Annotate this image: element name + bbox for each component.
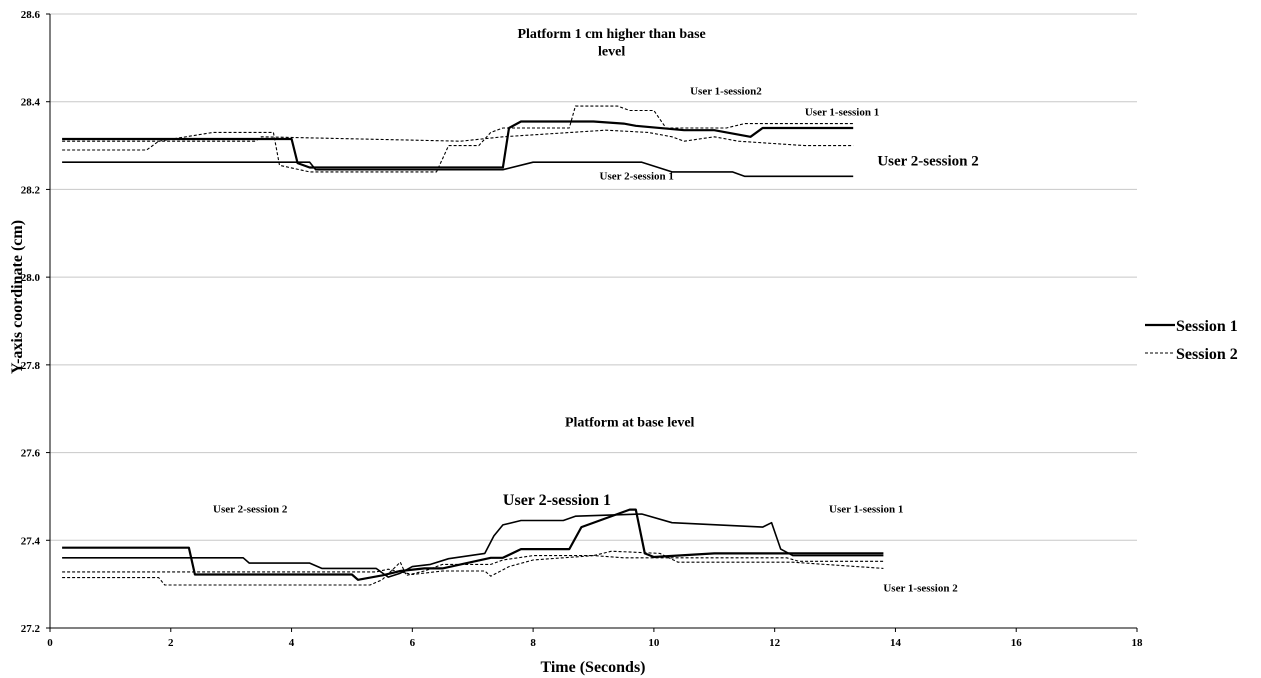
legend: Session 1 Session 2: [1145, 318, 1238, 363]
annotation-label: User 2-session 1: [600, 170, 674, 182]
x-tick-label: 0: [47, 637, 53, 649]
axes: [49, 14, 1137, 629]
series-line-session-1: [62, 513, 884, 578]
annotation-label: level: [598, 45, 625, 60]
legend-item-session-2: Session 2: [1145, 346, 1238, 363]
series-line-session-1: [62, 120, 854, 169]
x-tick-label: 10: [648, 637, 660, 649]
y-tick-label: 27.4: [21, 535, 41, 547]
annotation-label: User 1-session 2: [883, 583, 958, 595]
x-tick-label: 8: [530, 637, 536, 649]
legend-item-session-1: Session 1: [1145, 318, 1238, 335]
x-tick-label: 6: [410, 637, 416, 649]
x-axis-title: Time (Seconds): [540, 659, 645, 676]
y-tick-label: 28.6: [21, 9, 41, 21]
y-tick-label: 27.8: [21, 360, 41, 372]
x-tick-label: 16: [1011, 637, 1023, 649]
annotation-label: User 2-session 2: [213, 504, 288, 516]
x-tick-label: 2: [168, 637, 174, 649]
x-tick-label: 4: [289, 637, 295, 649]
annotation-label: User 1-session 1: [829, 504, 903, 516]
x-tick-label: 14: [890, 637, 902, 649]
y-ticks: 27.2 27.4 27.6 27.8 28.0 28.2 28.4 28.6: [21, 9, 50, 635]
x-ticks: 0 2 4 6 8 10 12 14 16 18: [47, 628, 1143, 649]
x-tick-label: 18: [1132, 637, 1144, 649]
series-layer: [62, 105, 884, 586]
series-line-session-2: [62, 555, 884, 577]
series-line-session-2: [62, 129, 854, 147]
y-axis-title: Y-axis coordinate (cm): [9, 220, 26, 374]
y-tick-label: 28.2: [21, 184, 41, 196]
annotation-layer: Platform 1 cm higher than base level User …: [213, 27, 979, 594]
y-tick-label: 28.0: [21, 272, 41, 284]
annotation-label: Platform 1 cm higher than base: [517, 27, 705, 42]
x-tick-label: 12: [769, 637, 781, 649]
y-tick-label: 27.6: [21, 448, 41, 460]
gridlines: [50, 13, 1137, 541]
annotation-label: Platform at base level: [565, 415, 695, 430]
annotation-label: User 2-session 2: [877, 153, 978, 169]
legend-label-session-2: Session 2: [1176, 346, 1238, 363]
y-tick-label: 27.2: [21, 623, 41, 635]
annotation-label: User 1-session2: [690, 85, 762, 97]
series-line-session-1: [62, 508, 884, 581]
series-line-session-1: [62, 161, 854, 178]
series-line-session-2: [62, 550, 884, 586]
annotation-label: User 2-session 1: [503, 492, 611, 509]
annotation-label: User 1-session 1: [805, 107, 879, 119]
legend-label-session-1: Session 1: [1176, 318, 1238, 335]
y-tick-label: 28.4: [21, 97, 41, 109]
